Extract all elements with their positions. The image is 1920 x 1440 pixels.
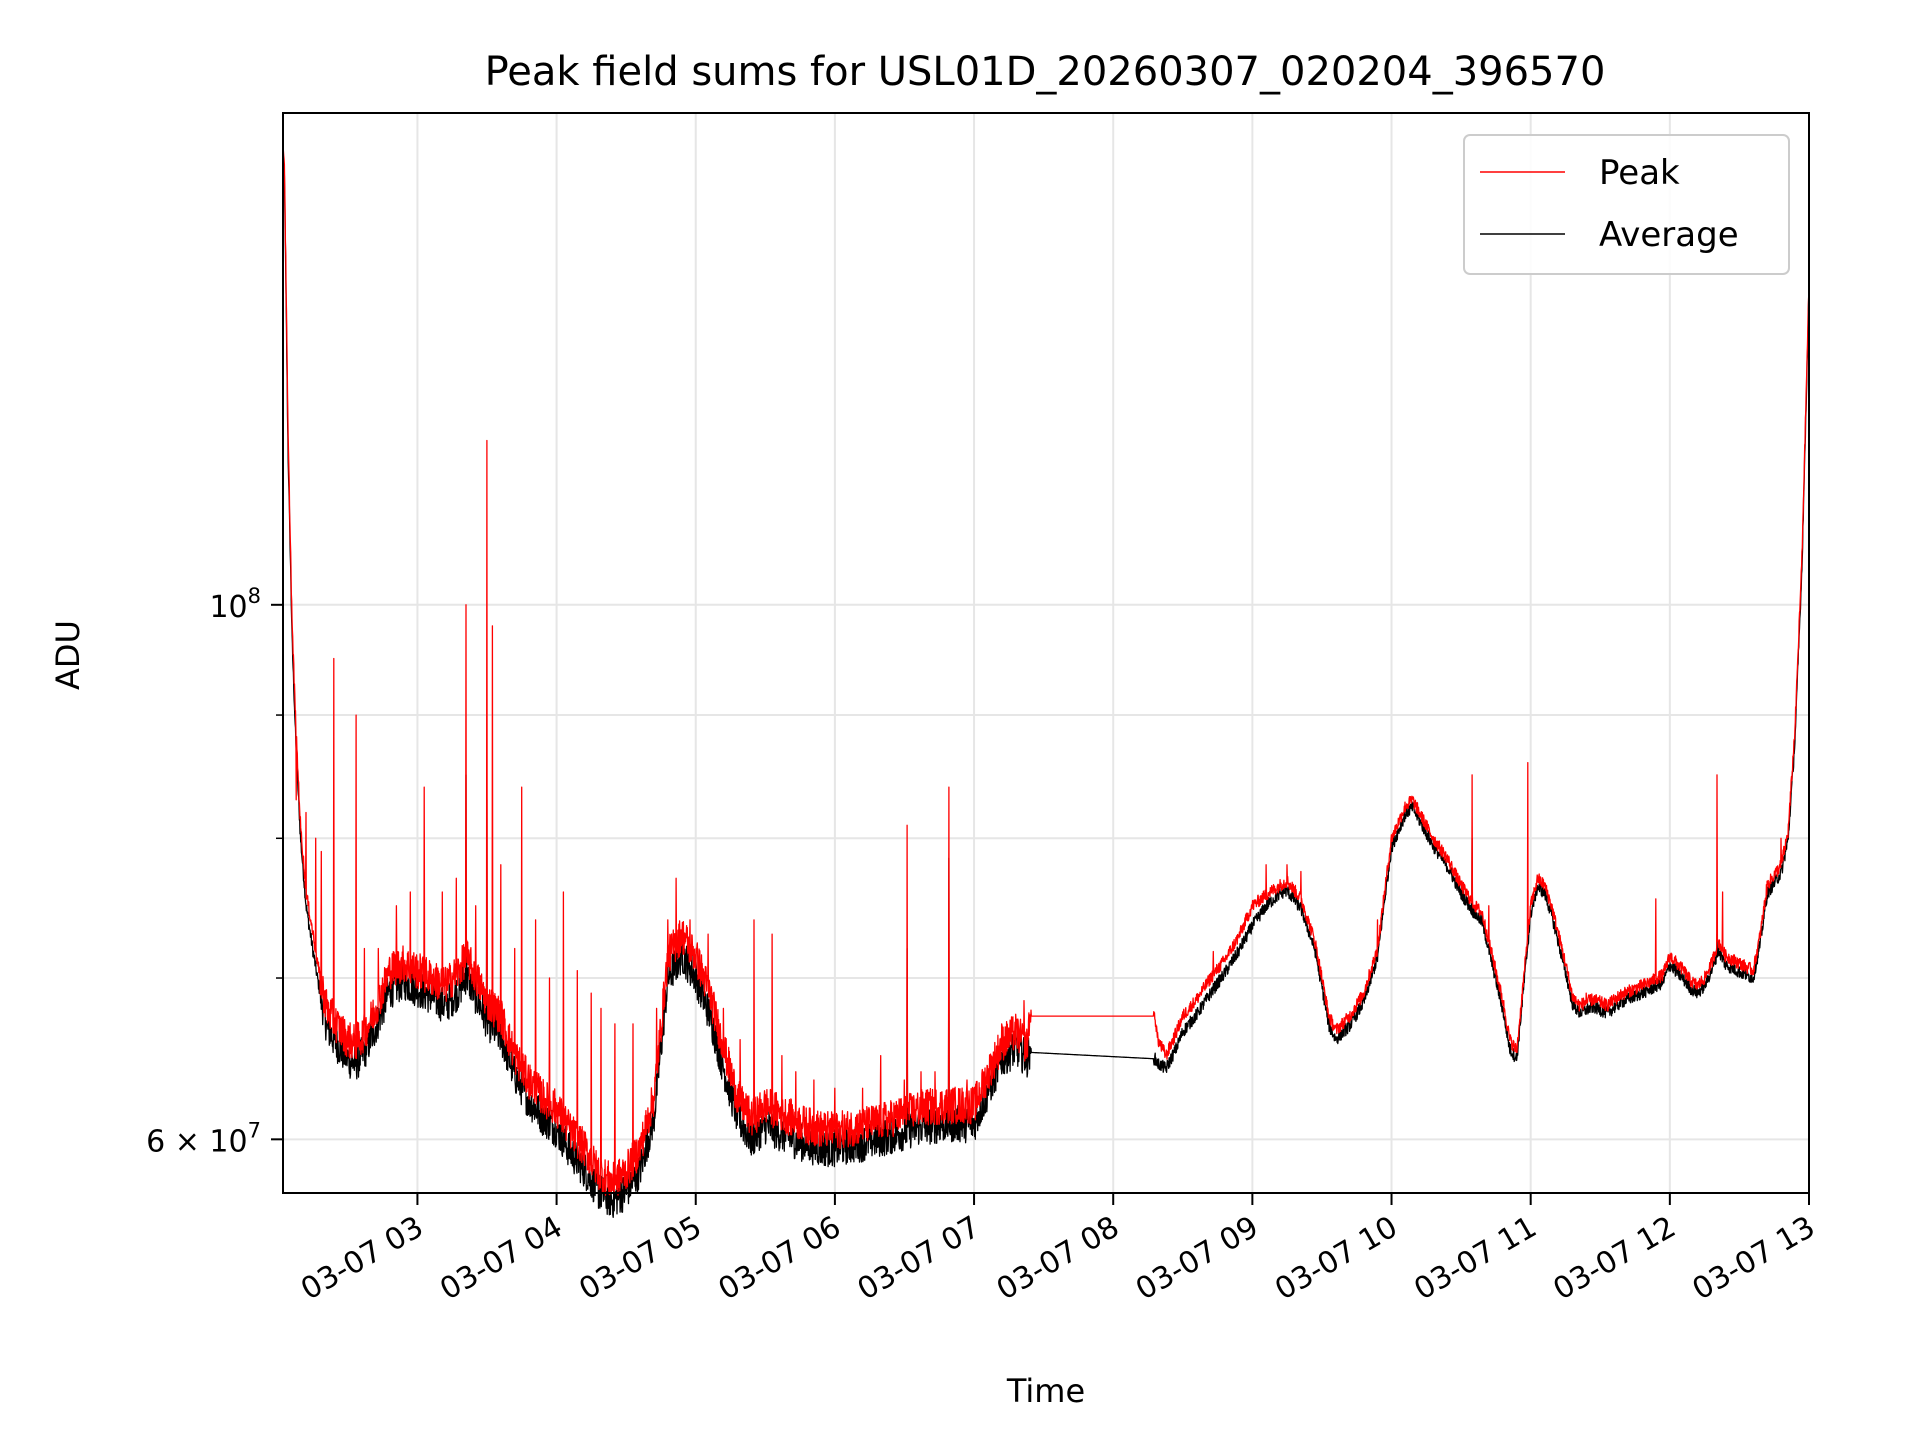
y-axis-label: ADU — [49, 620, 87, 690]
chart-title: Peak field sums for USL01D_20260307_0202… — [485, 49, 1606, 95]
legend-average-label: Average — [1599, 215, 1739, 255]
average-series-line — [282, 150, 1810, 1219]
legend-peak-label: Peak — [1599, 153, 1680, 193]
x-axis-label: Time — [1006, 1372, 1085, 1410]
y-tick-label: 6 × 107 — [146, 1118, 261, 1159]
y-tick-label: 108 — [209, 584, 261, 625]
plot-series — [282, 141, 1810, 1219]
peak-series-line — [282, 141, 1810, 1196]
legend: Peak Average — [1463, 134, 1790, 275]
legend-box — [1463, 134, 1790, 275]
plot-frame — [282, 112, 1810, 1194]
